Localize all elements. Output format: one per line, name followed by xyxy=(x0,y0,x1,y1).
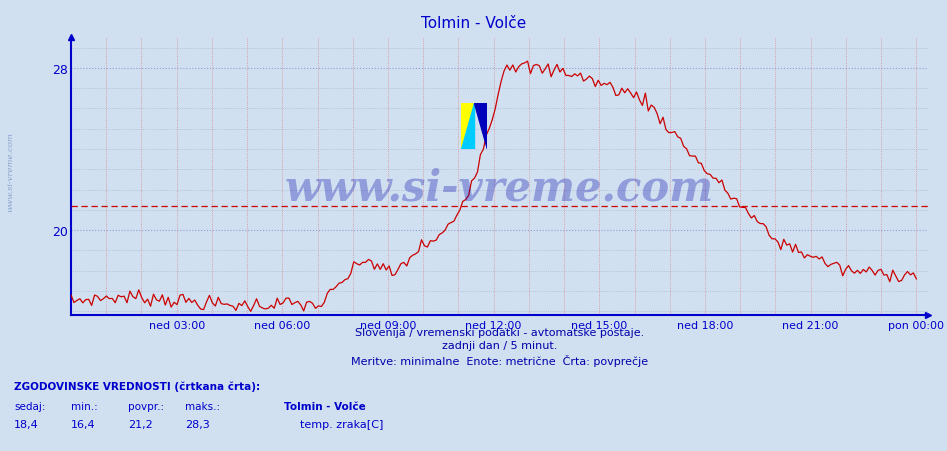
Text: www.si-vreme.com: www.si-vreme.com xyxy=(7,132,14,211)
Text: 16,4: 16,4 xyxy=(71,419,96,429)
Text: Tolmin - Volče: Tolmin - Volče xyxy=(284,401,366,411)
Text: www.si-vreme.com: www.si-vreme.com xyxy=(285,167,714,209)
Text: 18,4: 18,4 xyxy=(14,419,39,429)
Polygon shape xyxy=(461,104,474,149)
Text: temp. zraka[C]: temp. zraka[C] xyxy=(300,419,384,429)
Polygon shape xyxy=(474,104,488,149)
Text: 21,2: 21,2 xyxy=(128,419,152,429)
Text: maks.:: maks.: xyxy=(185,401,220,411)
Text: 28,3: 28,3 xyxy=(185,419,209,429)
Text: povpr.:: povpr.: xyxy=(128,401,164,411)
Polygon shape xyxy=(461,104,474,149)
Text: ZGODOVINSKE VREDNOSTI (črtkana črta):: ZGODOVINSKE VREDNOSTI (črtkana črta): xyxy=(14,381,260,391)
Text: Meritve: minimalne  Enote: metrične  Črta: povprečje: Meritve: minimalne Enote: metrične Črta:… xyxy=(351,354,648,366)
Text: min.:: min.: xyxy=(71,401,98,411)
Text: Slovenija / vremenski podatki - avtomatske postaje.: Slovenija / vremenski podatki - avtomats… xyxy=(355,327,644,337)
Text: sedaj:: sedaj: xyxy=(14,401,45,411)
Text: zadnji dan / 5 minut.: zadnji dan / 5 minut. xyxy=(442,341,557,350)
Text: Tolmin - Volče: Tolmin - Volče xyxy=(420,16,527,31)
